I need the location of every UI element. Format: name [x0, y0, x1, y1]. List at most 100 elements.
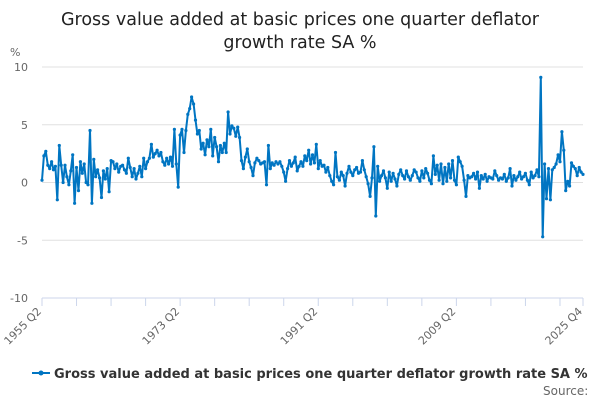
data-point	[80, 171, 84, 175]
y-axis-unit-label: %	[10, 46, 20, 59]
data-point	[550, 168, 554, 172]
chart-title-line-1: Gross value added at basic prices one qu…	[61, 10, 540, 30]
data-point	[186, 112, 190, 116]
data-point	[161, 160, 165, 164]
data-point	[134, 177, 138, 181]
data-point	[399, 168, 403, 172]
data-point	[431, 154, 435, 158]
data-point	[333, 150, 338, 155]
data-point	[571, 164, 576, 168]
data-point	[136, 171, 140, 175]
data-point	[107, 190, 111, 194]
data-point	[391, 171, 395, 175]
data-point	[301, 164, 305, 168]
data-point	[460, 164, 464, 168]
data-point	[422, 176, 426, 180]
data-point	[299, 160, 303, 164]
data-point	[339, 170, 343, 174]
data-point	[216, 160, 221, 164]
data-point	[192, 102, 196, 106]
data-point	[552, 165, 556, 170]
data-point	[270, 161, 274, 165]
data-point	[159, 150, 163, 155]
data-point	[435, 163, 439, 167]
data-point	[201, 141, 205, 145]
data-point	[347, 164, 351, 168]
series-line	[41, 76, 584, 238]
data-point	[101, 169, 105, 173]
data-point	[479, 174, 483, 178]
data-point	[57, 143, 61, 148]
data-point	[272, 163, 276, 167]
data-point	[558, 160, 562, 164]
data-point	[318, 159, 322, 163]
data-point	[368, 194, 372, 198]
data-point	[525, 178, 530, 182]
data-point	[564, 189, 568, 193]
data-point	[351, 174, 355, 178]
data-point	[167, 162, 171, 166]
data-point	[374, 214, 378, 218]
data-point	[387, 170, 391, 174]
data-point	[506, 176, 510, 180]
data-point	[211, 154, 215, 158]
data-point	[316, 167, 320, 171]
data-point	[560, 130, 564, 134]
data-point	[295, 169, 299, 173]
data-point	[297, 164, 301, 168]
data-point	[381, 169, 386, 173]
data-point	[554, 162, 558, 166]
data-point	[153, 152, 157, 156]
data-point	[180, 127, 184, 131]
data-point	[86, 183, 90, 187]
data-point	[403, 177, 407, 181]
data-point	[98, 176, 102, 180]
data-point	[414, 170, 418, 174]
data-point	[67, 183, 71, 187]
data-point	[337, 178, 341, 182]
data-point	[527, 183, 531, 187]
data-point	[147, 156, 151, 160]
data-point	[433, 172, 437, 176]
data-point	[452, 178, 457, 182]
legend-label: Gross value added at basic prices one qu…	[54, 367, 588, 382]
data-point	[546, 167, 551, 171]
data-point	[253, 161, 257, 165]
data-point	[234, 134, 238, 138]
data-point	[466, 174, 470, 178]
data-point	[163, 163, 167, 167]
data-point	[117, 170, 121, 174]
data-point	[170, 164, 175, 168]
data-point	[241, 167, 245, 171]
data-point	[312, 161, 316, 165]
data-point	[40, 178, 44, 182]
data-point	[51, 168, 56, 172]
data-point	[454, 183, 458, 187]
legend[interactable]: Gross value added at basic prices one qu…	[32, 367, 588, 382]
data-point	[92, 157, 96, 161]
data-point	[366, 182, 370, 186]
data-point	[502, 172, 506, 176]
data-point	[122, 168, 127, 172]
data-point	[182, 150, 186, 155]
data-point	[226, 110, 230, 114]
data-point	[322, 163, 326, 167]
data-point	[521, 175, 526, 179]
y-tick-label: 10	[14, 61, 28, 74]
data-point	[132, 167, 136, 171]
series-line-group	[40, 75, 585, 239]
data-point	[449, 176, 453, 180]
data-point	[412, 168, 416, 172]
data-point	[573, 167, 577, 171]
data-point	[247, 160, 251, 164]
data-point	[447, 162, 451, 166]
data-point	[537, 175, 541, 179]
data-point	[268, 167, 272, 171]
data-point	[113, 167, 117, 171]
data-point	[99, 195, 104, 200]
data-point	[61, 180, 65, 185]
data-point	[140, 175, 144, 179]
chart-title-line-2: growth rate SA %	[223, 33, 376, 53]
data-point	[130, 175, 134, 179]
data-point	[149, 142, 153, 146]
